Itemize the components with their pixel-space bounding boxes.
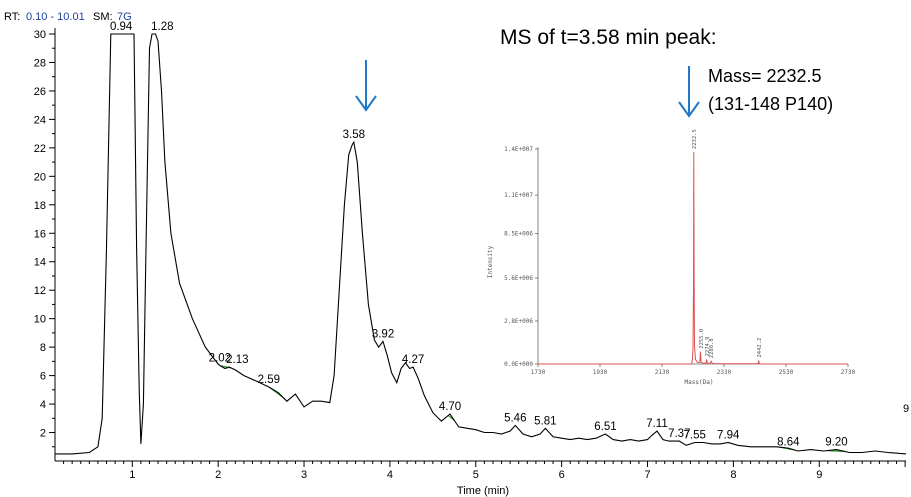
chromatogram-trace bbox=[55, 33, 907, 455]
peak-label: 0.94 bbox=[110, 21, 133, 33]
spectrum-x-tick-label: 2130 bbox=[655, 369, 670, 376]
x-tick-label: 9 bbox=[816, 469, 822, 481]
y-tick-label: 12 bbox=[34, 285, 46, 297]
peak-label: 5.81 bbox=[534, 415, 556, 427]
y-tick-label: 4 bbox=[40, 399, 46, 411]
spectrum-peak-label: 2255.0 bbox=[699, 329, 705, 349]
ms-spectrum-inset: 0.0E+000 2.8E+006 5.6E+006 8.5E+006 1.1E+007… bbox=[476, 126, 906, 386]
spectrum-y-tick-label: 1.4E+007 bbox=[504, 146, 533, 153]
peak-label: 8.64 bbox=[777, 437, 800, 449]
spectrum-y-axis-label: Intensity bbox=[487, 245, 494, 278]
y-tick-label: 24 bbox=[34, 114, 46, 126]
sm-value: 7G bbox=[117, 11, 132, 23]
peak-label: 3.58 bbox=[343, 129, 365, 141]
y-tick-label: 16 bbox=[34, 228, 46, 240]
peak-label: 7.37 bbox=[668, 428, 690, 440]
peak-label: 5.46 bbox=[504, 412, 526, 424]
spectrum-x-tick-label: 2330 bbox=[717, 369, 732, 376]
inset-title: MS of t=3.58 min peak: bbox=[500, 26, 717, 49]
rt-label: RT: bbox=[4, 11, 20, 23]
spectrum-y-tick-label: 1.1E+007 bbox=[504, 192, 533, 199]
peak-label: 2.13 bbox=[226, 354, 248, 366]
spectrum-y-tick-label: 5.6E+006 bbox=[504, 275, 533, 282]
y-tick-label: 30 bbox=[34, 29, 46, 41]
edge-mark: 9 bbox=[903, 403, 909, 415]
peptide-annotation: (131-148 P140) bbox=[708, 94, 833, 114]
y-tick-label: 2 bbox=[40, 428, 46, 440]
x-tick-label: 7 bbox=[644, 469, 650, 481]
peak-label: 7.55 bbox=[684, 429, 706, 441]
peak-arrows bbox=[355, 60, 700, 118]
y-tick-label: 8 bbox=[40, 342, 46, 354]
x-tick-label: 5 bbox=[473, 469, 479, 481]
x-tick-label: 6 bbox=[559, 469, 565, 481]
spectrum-x-tick-label: 2530 bbox=[779, 369, 794, 376]
spectrum-peak-label: 2288.8 bbox=[709, 338, 715, 358]
peak-label: 2.59 bbox=[258, 374, 280, 386]
peak-label: 6.51 bbox=[594, 421, 616, 433]
x-tick-label: 4 bbox=[387, 469, 393, 481]
y-tick-label: 6 bbox=[40, 371, 46, 383]
spectrum-x-tick-label: 1930 bbox=[593, 369, 608, 376]
x-tick-label: 2 bbox=[215, 469, 221, 481]
peak-arrow-icon bbox=[355, 60, 377, 112]
spectrum-axes: 0.0E+000 2.8E+006 5.6E+006 8.5E+006 1.1E+007… bbox=[504, 146, 856, 376]
rt-value: 0.10 - 10.01 bbox=[26, 11, 85, 23]
peak-label: 7.94 bbox=[717, 429, 740, 441]
y-tick-label: 20 bbox=[34, 171, 46, 183]
peak-label: 7.11 bbox=[646, 418, 668, 430]
y-tick-label: 14 bbox=[34, 257, 46, 269]
spectrum-x-axis-label: Mass(Da) bbox=[685, 379, 714, 386]
spectrum-peak-label: 2442.2 bbox=[757, 338, 763, 358]
x-tick-label: 8 bbox=[730, 469, 736, 481]
spectrum-y-tick-label: 2.8E+006 bbox=[504, 318, 533, 325]
peak-label: 4.70 bbox=[439, 401, 461, 413]
y-tick-label: 18 bbox=[34, 200, 46, 212]
peak-label: 3.92 bbox=[372, 328, 394, 340]
spectrum-peak-label: 2232.5 bbox=[692, 129, 698, 149]
inset-background bbox=[476, 126, 906, 386]
y-tick-label: 28 bbox=[34, 57, 46, 69]
chromatogram-x-axis-label: Time (min) bbox=[457, 485, 509, 497]
peak-label: 2.02 bbox=[209, 353, 231, 365]
y-tick-label: 22 bbox=[34, 143, 46, 155]
spectrum-peak-label: 2274.9 bbox=[705, 337, 711, 357]
peak-label: 1.28 bbox=[151, 21, 173, 33]
spectrum-x-tick-label: 2730 bbox=[841, 369, 856, 376]
chromatogram-peak-labels: 0.94 1.28 2.022.13 2.59 3.58 3.92 4.27 4.70 5.46… bbox=[110, 21, 848, 449]
spectrum-trace bbox=[538, 152, 848, 365]
mass-annotation: Mass= 2232.5 bbox=[708, 66, 822, 86]
sm-label: SM: bbox=[93, 11, 113, 23]
spectrum-y-tick-label: 8.5E+006 bbox=[504, 230, 533, 237]
spectrum-x-tick-label: 1730 bbox=[531, 369, 546, 376]
spectrum-arrow-icon bbox=[678, 66, 700, 118]
spectrum-y-tick-label: 0.0E+000 bbox=[504, 361, 533, 368]
run-header: RT: 0.10 - 10.01 SM: 7G bbox=[4, 11, 132, 23]
peak-label: 9.20 bbox=[825, 437, 847, 449]
y-tick-label: 26 bbox=[34, 86, 46, 98]
peak-label: 4.27 bbox=[402, 354, 424, 366]
y-tick-label: 10 bbox=[34, 314, 46, 326]
x-tick-label: 1 bbox=[129, 469, 135, 481]
x-tick-label: 3 bbox=[301, 469, 307, 481]
